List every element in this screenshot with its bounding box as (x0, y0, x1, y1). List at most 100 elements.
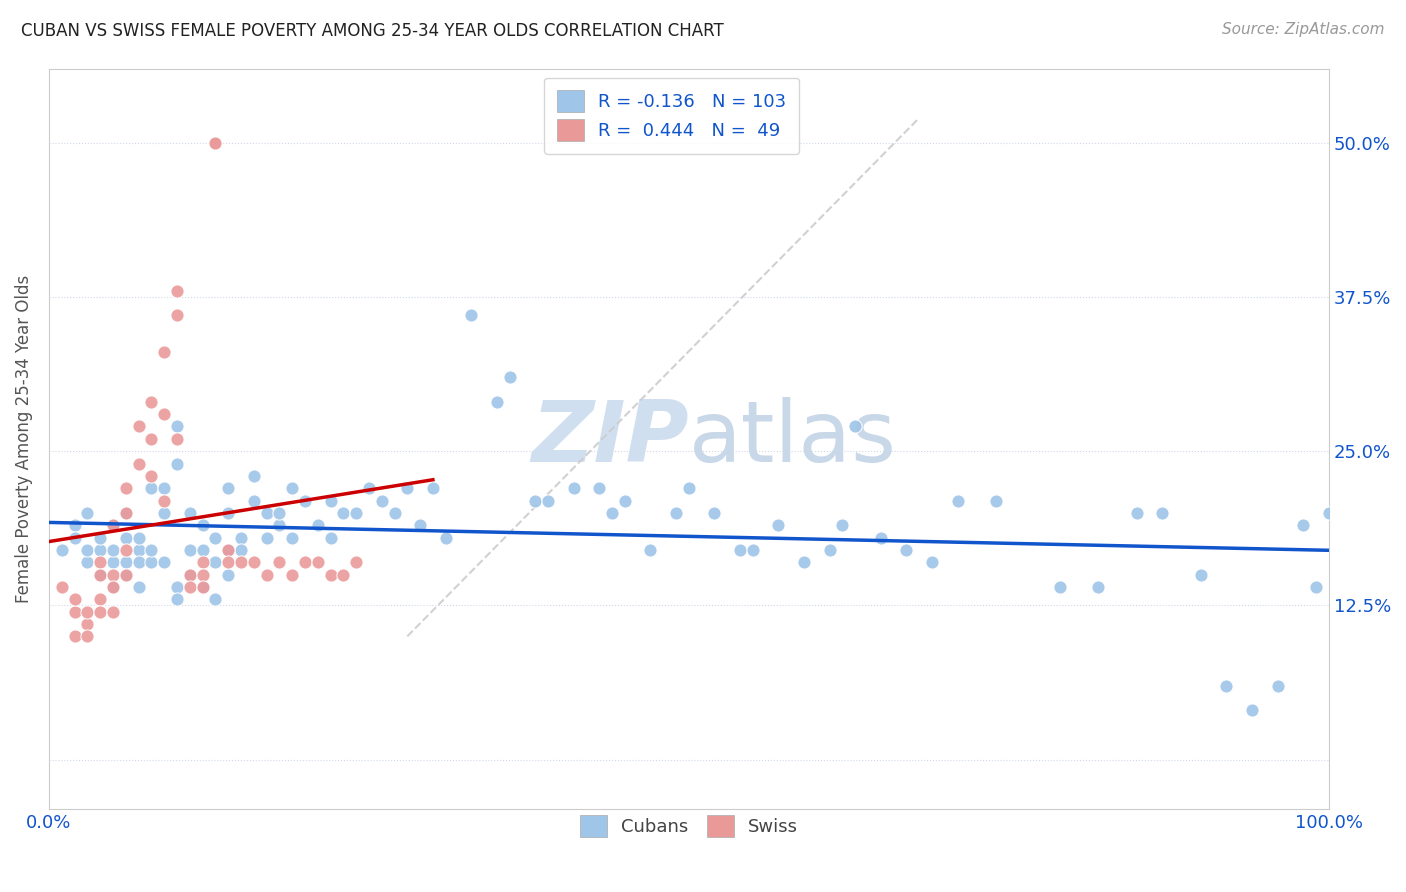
Point (728, 543, 751, 558)
Point (204, 136, 226, 150)
Point (179, 567, 201, 582)
Point (344, 506, 367, 520)
Point (153, 407, 176, 421)
Point (141, 555, 163, 569)
Point (63, 592, 86, 607)
Point (191, 543, 214, 558)
Point (51, 580, 73, 594)
Point (485, 394, 508, 409)
Point (204, 531, 226, 545)
Point (281, 481, 304, 495)
Point (128, 543, 150, 558)
Point (204, 555, 226, 569)
Point (217, 481, 239, 495)
Point (984, 493, 1007, 508)
Point (89, 543, 111, 558)
Point (946, 493, 969, 508)
Point (128, 457, 150, 471)
Point (307, 555, 329, 569)
Point (242, 555, 264, 569)
Point (204, 136, 226, 150)
Point (1189, 567, 1212, 582)
Point (294, 555, 316, 569)
Point (537, 493, 560, 508)
Text: ZIP: ZIP (531, 397, 689, 480)
Point (1240, 703, 1263, 717)
Point (600, 506, 623, 520)
Point (141, 468, 163, 483)
Point (101, 580, 124, 594)
Point (217, 543, 239, 558)
Point (63, 629, 86, 643)
Point (179, 506, 201, 520)
Point (114, 543, 136, 558)
Point (229, 555, 252, 569)
Point (434, 531, 457, 545)
Point (63, 605, 86, 619)
Point (640, 543, 662, 558)
Point (370, 493, 392, 508)
Point (76, 543, 98, 558)
Point (1049, 580, 1071, 594)
Point (166, 309, 188, 323)
Point (153, 506, 176, 520)
Point (793, 555, 815, 569)
Point (269, 506, 291, 520)
Point (269, 555, 291, 569)
Point (191, 580, 214, 594)
Point (101, 605, 124, 619)
Point (499, 370, 522, 384)
Point (844, 419, 866, 434)
Point (588, 481, 610, 495)
Point (89, 605, 111, 619)
Point (153, 481, 176, 495)
Point (166, 457, 188, 471)
Point (242, 493, 264, 508)
Point (166, 592, 188, 607)
Point (141, 481, 163, 495)
Point (76, 629, 98, 643)
Point (256, 506, 278, 520)
Point (89, 567, 111, 582)
Point (101, 580, 124, 594)
Y-axis label: Female Poverty Among 25-34 Year Olds: Female Poverty Among 25-34 Year Olds (15, 275, 32, 603)
Point (114, 531, 136, 545)
Point (63, 531, 86, 545)
Point (166, 580, 188, 594)
Text: CUBAN VS SWISS FEMALE POVERTY AMONG 25-34 YEAR OLDS CORRELATION CHART: CUBAN VS SWISS FEMALE POVERTY AMONG 25-3… (21, 22, 724, 40)
Point (217, 543, 239, 558)
Point (319, 567, 342, 582)
Point (703, 506, 725, 520)
Point (1267, 679, 1289, 693)
Point (153, 493, 176, 508)
Point (357, 481, 380, 495)
Text: atlas: atlas (689, 397, 897, 480)
Point (76, 555, 98, 569)
Point (101, 543, 124, 558)
Point (141, 543, 163, 558)
Point (229, 531, 252, 545)
Point (114, 567, 136, 582)
Point (89, 555, 111, 569)
Point (101, 518, 124, 533)
Point (191, 555, 214, 569)
Point (613, 493, 636, 508)
Point (191, 518, 214, 533)
Point (204, 592, 226, 607)
Point (242, 468, 264, 483)
Point (818, 543, 841, 558)
Point (869, 531, 891, 545)
Point (1126, 506, 1149, 520)
Point (191, 567, 214, 582)
Point (1305, 580, 1327, 594)
Point (831, 518, 853, 533)
Point (76, 605, 98, 619)
Point (114, 506, 136, 520)
Point (332, 506, 354, 520)
Point (114, 555, 136, 569)
Point (307, 518, 329, 533)
Point (741, 543, 763, 558)
Point (460, 309, 482, 323)
Point (101, 518, 124, 533)
Point (332, 567, 354, 582)
